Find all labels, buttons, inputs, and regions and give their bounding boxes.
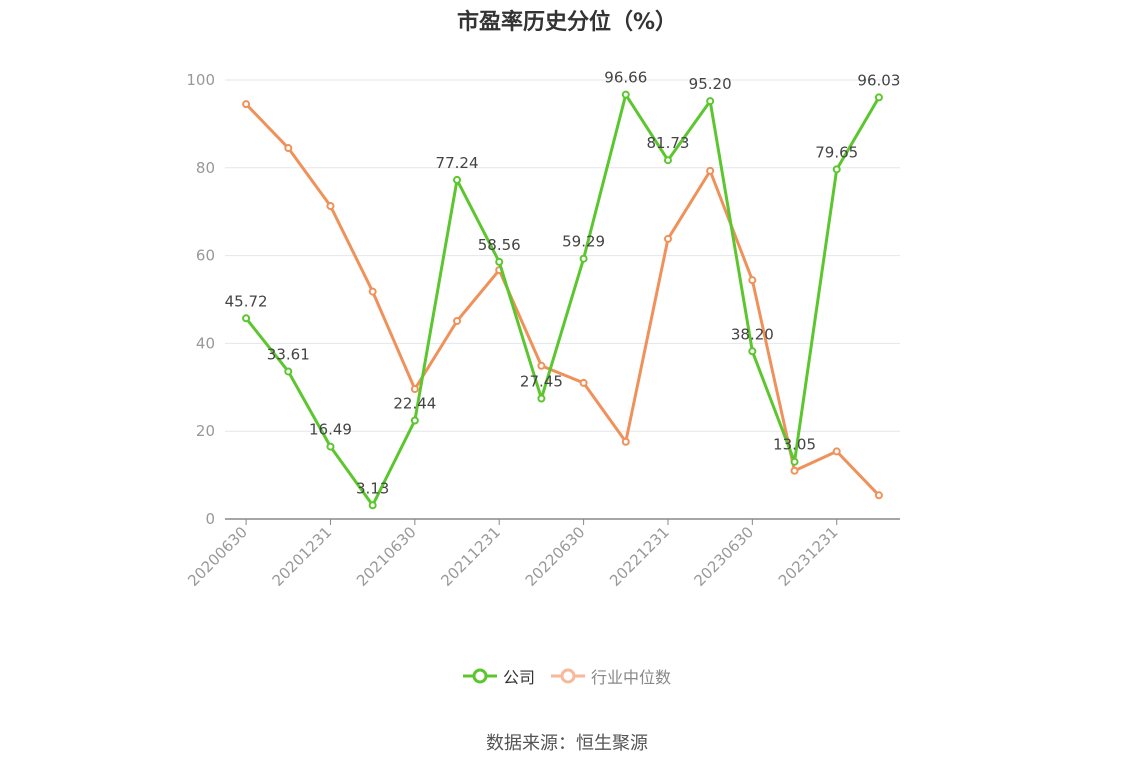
x-tick-label: 20230630: [690, 523, 757, 590]
data-point-1: [242, 100, 251, 109]
data-label: 38.20: [731, 325, 774, 343]
y-tick-label: 20: [196, 422, 215, 440]
data-point-0: [748, 347, 757, 356]
data-point-0: [537, 394, 546, 403]
legend-company-marker: [462, 668, 497, 684]
data-point-0: [453, 175, 462, 184]
legend-industry-label: 行业中位数: [591, 668, 672, 687]
data-point-0: [495, 257, 504, 266]
grid-lines: [225, 79, 900, 432]
x-tick-label: 20220630: [522, 523, 589, 590]
data-label: 16.49: [309, 421, 352, 439]
data-point-0: [410, 416, 419, 425]
data-source: 数据来源：恒生聚源: [486, 733, 648, 754]
x-tick-label: 20200630: [184, 523, 251, 590]
data-label: 96.03: [857, 71, 900, 89]
data-label: 45.72: [225, 292, 268, 310]
x-tick-label: 20231231: [775, 523, 842, 590]
y-tick-label: 100: [186, 71, 215, 89]
y-tick-label: 60: [196, 247, 215, 265]
data-point-0: [790, 457, 799, 466]
y-tick-label: 0: [205, 510, 215, 528]
y-tick-label: 80: [196, 159, 215, 177]
data-label: 22.44: [393, 394, 436, 412]
series-line-1: [245, 103, 880, 497]
data-label: 59.29: [562, 233, 605, 251]
data-point-0: [663, 156, 672, 165]
data-label: 27.45: [520, 372, 563, 390]
x-tick-label: 20210630: [353, 523, 420, 590]
data-label: 81.73: [646, 134, 689, 152]
data-point-1: [621, 437, 630, 446]
data-point-0: [579, 254, 588, 263]
data-point-0: [326, 442, 335, 451]
data-label: 79.65: [815, 143, 858, 161]
data-point-0: [874, 93, 883, 102]
x-tick-label: 20211231: [437, 523, 504, 590]
data-point-1: [284, 144, 293, 153]
data-label: 77.24: [436, 154, 479, 172]
data-point-1: [579, 378, 588, 387]
data-point-1: [706, 166, 715, 175]
data-point-1: [326, 201, 335, 210]
data-point-1: [790, 466, 799, 475]
data-label: 33.61: [267, 345, 310, 363]
data-label: 58.56: [478, 236, 521, 254]
data-point-1: [537, 361, 546, 370]
data-point-0: [242, 314, 251, 323]
data-point-1: [410, 385, 419, 394]
series: [242, 90, 883, 510]
data-point-0: [368, 501, 377, 510]
data-point-1: [453, 317, 462, 326]
x-tick-label: 20221231: [606, 523, 673, 590]
legend: 公司 行业中位数: [0, 664, 1134, 688]
y-tick-label: 40: [196, 334, 215, 352]
data-point-0: [284, 367, 293, 376]
legend-item-company[interactable]: 公司: [462, 664, 535, 688]
x-tick-label: 20201231: [269, 523, 336, 590]
data-label: 3.13: [356, 479, 389, 497]
series-line-0: [244, 93, 881, 507]
data-label: 95.20: [689, 75, 732, 93]
data-point-1: [874, 491, 883, 500]
data-point-0: [706, 97, 715, 106]
data-label: 13.05: [773, 436, 816, 454]
legend-item-industry[interactable]: 行业中位数: [551, 664, 671, 688]
legend-company-label: 公司: [502, 668, 535, 687]
data-point-1: [748, 276, 757, 285]
data-point-0: [832, 165, 841, 174]
data-point-1: [368, 287, 377, 296]
data-label: 96.66: [604, 69, 647, 87]
data-point-0: [621, 90, 630, 99]
data-labels: 45.72 33.61 16.49 3.13 22.44 77.24 58.56 27.45 5…: [225, 69, 901, 498]
data-point-1: [832, 447, 841, 456]
chart-title: 市盈率历史分位（%）: [456, 10, 678, 35]
data-point-1: [663, 234, 672, 243]
legend-industry-marker: [551, 668, 585, 684]
